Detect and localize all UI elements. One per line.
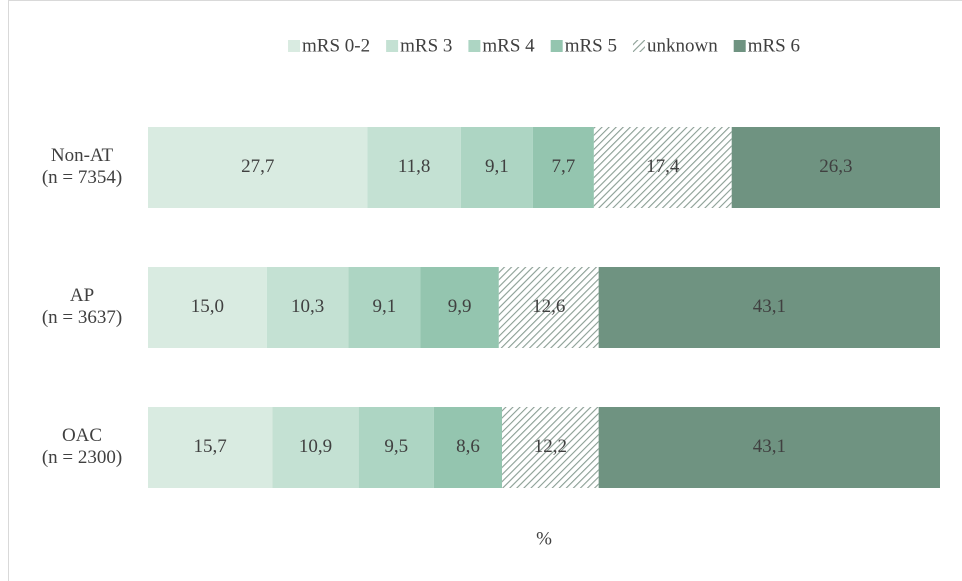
bar-segment xyxy=(420,267,499,348)
data-label: 10,9 xyxy=(299,436,332,457)
legend-swatch xyxy=(632,40,645,52)
data-label: 11,8 xyxy=(398,156,431,177)
y-tick-label: OAC xyxy=(62,425,102,446)
bar-segment xyxy=(498,267,599,348)
legend-swatch xyxy=(386,40,399,52)
x-axis-label: % xyxy=(536,528,552,549)
y-tick-label: Non-AT xyxy=(51,145,114,166)
data-label: 15,0 xyxy=(191,296,224,317)
bar-segment xyxy=(460,127,533,208)
data-label: 9,5 xyxy=(384,436,408,457)
legend-swatch xyxy=(468,40,481,52)
data-label: 12,2 xyxy=(534,436,567,457)
bar-segment xyxy=(348,267,421,348)
data-label: 26,3 xyxy=(819,156,852,177)
legend-label: mRS 5 xyxy=(565,35,617,56)
data-label: 43,1 xyxy=(753,436,786,457)
data-label: 27,7 xyxy=(241,156,274,177)
bar-segment xyxy=(272,407,359,488)
bar-segment xyxy=(148,127,368,208)
legend-label: mRS 6 xyxy=(748,35,800,56)
legend-label: unknown xyxy=(647,35,718,56)
bar-segment xyxy=(148,407,273,488)
chart-border xyxy=(8,0,962,581)
bar-segment xyxy=(731,127,940,208)
bar-segment xyxy=(433,407,503,488)
data-label: 10,3 xyxy=(291,296,324,317)
y-tick-label: (n = 7354) xyxy=(42,167,122,188)
bar-segment xyxy=(358,407,434,488)
data-label: 15,7 xyxy=(194,436,227,457)
legend-swatch xyxy=(288,40,301,52)
legend: mRS 0-2 mRS 3 mRS 4 mRS 5 unknown mRS 6 xyxy=(288,35,800,56)
y-tick-label: (n = 2300) xyxy=(42,447,122,468)
bar-segment xyxy=(598,267,940,348)
data-label: 12,6 xyxy=(532,296,565,317)
data-label: 7,7 xyxy=(552,156,576,177)
bar-segment xyxy=(148,267,267,348)
data-label: 8,6 xyxy=(456,436,480,457)
bar-segment xyxy=(593,127,732,208)
bar-segment xyxy=(532,127,594,208)
data-label: 9,1 xyxy=(373,296,397,317)
legend-swatch xyxy=(733,40,746,52)
y-tick-label: (n = 3637) xyxy=(42,307,122,328)
bar-segment xyxy=(502,407,599,488)
legend-label: mRS 4 xyxy=(482,35,535,56)
data-label: 43,1 xyxy=(753,296,786,317)
bar-segment xyxy=(598,407,940,488)
data-label: 9,1 xyxy=(485,156,509,177)
data-label: 17,4 xyxy=(646,156,680,177)
y-tick-label: AP xyxy=(70,285,94,306)
bar-segment xyxy=(367,127,461,208)
bar-segment xyxy=(266,267,349,348)
data-label: 9,9 xyxy=(448,296,472,317)
legend-swatch xyxy=(550,40,563,52)
legend-label: mRS 3 xyxy=(400,35,452,56)
legend-label: mRS 0-2 xyxy=(302,35,370,56)
